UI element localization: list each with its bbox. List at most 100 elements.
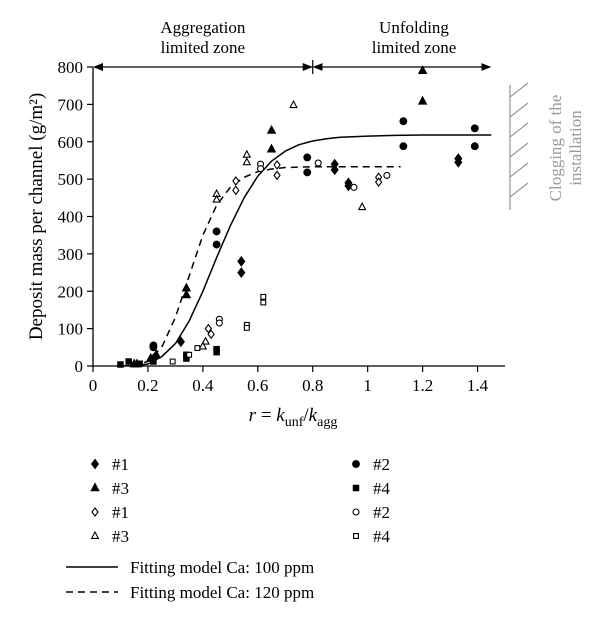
point-diamond-filled-series1 bbox=[176, 336, 185, 348]
y-tick-label: 200 bbox=[58, 282, 84, 301]
point-circle-filled-series2 bbox=[149, 343, 158, 352]
x-tick-label: 0 bbox=[89, 376, 98, 395]
point-square-open-series4 bbox=[243, 324, 250, 331]
point-triangle-filled-series3 bbox=[417, 95, 428, 105]
x-tick-label: 1 bbox=[363, 376, 372, 395]
zone-label-line1: Unfolding bbox=[379, 18, 449, 37]
legend-label: #1 bbox=[112, 503, 129, 522]
zone-label-line2: limited zone bbox=[161, 38, 246, 57]
point-triangle-open-series3 bbox=[242, 157, 252, 166]
x-tick-label: 0.6 bbox=[247, 376, 268, 395]
point-square-filled-series4 bbox=[125, 358, 132, 365]
clogging-annotation: Clogging of the installation bbox=[509, 82, 585, 210]
legend-marker-diamond-filled bbox=[90, 458, 100, 470]
clogging-label-line1: Clogging of the bbox=[546, 95, 565, 202]
point-circle-filled-series2 bbox=[399, 117, 408, 126]
point-circle-filled-series2 bbox=[399, 142, 408, 151]
point-square-open-series4 bbox=[186, 351, 193, 358]
legend-marker-square-open bbox=[353, 533, 359, 539]
legend-label: #2 bbox=[373, 503, 390, 522]
point-triangle-open-series3 bbox=[289, 99, 298, 109]
legend-marker-circle-filled bbox=[352, 460, 360, 468]
point-diamond-filled-series1 bbox=[454, 156, 463, 168]
y-tick-label: 100 bbox=[58, 320, 84, 339]
clogging-label: Clogging of the installation bbox=[546, 95, 585, 202]
point-diamond-open-series1 bbox=[374, 177, 383, 188]
legend-label: #3 bbox=[112, 527, 129, 546]
point-diamond-open-series1 bbox=[273, 170, 281, 181]
point-triangle-open-series3 bbox=[198, 341, 208, 350]
legend-marker-triangle-filled bbox=[90, 482, 100, 492]
point-triangle-filled-series3 bbox=[417, 65, 428, 74]
point-circle-open-series2 bbox=[314, 159, 322, 167]
y-tick-label: 300 bbox=[58, 245, 84, 264]
point-triangle-open-series3 bbox=[212, 194, 221, 203]
point-diamond-filled-series1 bbox=[330, 164, 339, 176]
zone-label-line1: Aggregation bbox=[160, 18, 245, 37]
legend-label: #2 bbox=[373, 455, 390, 474]
legend-marker-circle-open bbox=[352, 508, 360, 516]
y-axis-title: Deposit mass per channel (g/m²) bbox=[26, 93, 47, 340]
point-diamond-filled-series1 bbox=[344, 180, 353, 192]
clogging-hatch bbox=[509, 142, 529, 158]
point-circle-filled-series2 bbox=[212, 240, 221, 249]
legend-marker-diamond-open bbox=[91, 507, 99, 517]
point-circle-filled-series2 bbox=[303, 168, 312, 177]
point-square-open-series4 bbox=[194, 345, 201, 352]
legend-marker-square-filled bbox=[352, 484, 360, 492]
chart-axes: 0 0.2 0.4 0.6 0.8 1 1.2 1.4 0 100 200 300 400 500 600 7… bbox=[26, 58, 505, 430]
point-circle-filled-series2 bbox=[212, 227, 221, 236]
clogging-label-line2: installation bbox=[566, 110, 585, 186]
legend: #1 #2 #3 #4 #1 #2 #3 #4 Fitting model Ca: 100 pp… bbox=[66, 455, 391, 602]
clogging-hatch bbox=[509, 102, 529, 118]
point-triangle-filled-series3 bbox=[181, 289, 192, 299]
point-diamond-open-series1 bbox=[232, 176, 240, 186]
y-tick-label: 0 bbox=[75, 357, 84, 376]
point-square-open-series4 bbox=[169, 358, 176, 365]
y-tick-label: 600 bbox=[58, 133, 84, 152]
x-tick-label: 1.2 bbox=[412, 376, 433, 395]
zone-label-line2: limited zone bbox=[372, 38, 457, 57]
x-tick-label: 0.2 bbox=[137, 376, 158, 395]
point-diamond-filled-series1 bbox=[237, 255, 246, 267]
point-diamond-filled-series1 bbox=[237, 267, 246, 278]
point-circle-filled-series2 bbox=[303, 153, 312, 162]
legend-line-label: Fitting model Ca: 100 ppm bbox=[130, 558, 314, 577]
point-triangle-open-series3 bbox=[201, 336, 210, 345]
point-triangle-filled-series3 bbox=[151, 349, 161, 359]
clogging-hatch bbox=[509, 122, 529, 138]
y-tick-label: 800 bbox=[58, 58, 84, 77]
point-square-open-series4 bbox=[260, 299, 267, 306]
point-diamond-open-series1 bbox=[207, 329, 215, 340]
point-triangle-open-series3 bbox=[242, 149, 252, 158]
y-tick-label: 400 bbox=[58, 208, 84, 227]
clogging-hatch bbox=[509, 182, 529, 198]
fit-curve-100ppm bbox=[120, 134, 492, 367]
x-axis-title: r = kunf​/kagg​ bbox=[249, 405, 338, 430]
y-tick-label: 700 bbox=[58, 95, 84, 114]
legend-label: #1 bbox=[112, 455, 129, 474]
point-circle-open-series2 bbox=[383, 171, 391, 179]
legend-line-label: Fitting model Ca: 120 ppm bbox=[130, 583, 314, 602]
legend-marker-triangle-open bbox=[90, 530, 100, 539]
point-diamond-open-series1 bbox=[273, 160, 281, 170]
point-circle-open-series2 bbox=[350, 183, 358, 191]
legend-label: #4 bbox=[373, 479, 391, 498]
point-circle-filled-series2 bbox=[470, 124, 479, 133]
point-diamond-open-series1 bbox=[204, 323, 213, 334]
x-tick-label: 1.4 bbox=[467, 376, 489, 395]
point-square-filled-series4 bbox=[117, 361, 124, 368]
legend-label: #3 bbox=[112, 479, 129, 498]
point-square-filled-series4 bbox=[136, 360, 143, 368]
point-square-open-series4 bbox=[260, 293, 267, 300]
point-diamond-open-series1 bbox=[232, 185, 240, 196]
point-square-filled-series4 bbox=[213, 348, 220, 356]
point-triangle-filled-series3 bbox=[266, 143, 277, 153]
legend-label: #4 bbox=[373, 527, 391, 546]
data-points bbox=[117, 65, 479, 368]
y-tick-label: 500 bbox=[58, 170, 84, 189]
point-triangle-filled-series3 bbox=[266, 124, 277, 134]
x-tick-label: 0.8 bbox=[302, 376, 323, 395]
